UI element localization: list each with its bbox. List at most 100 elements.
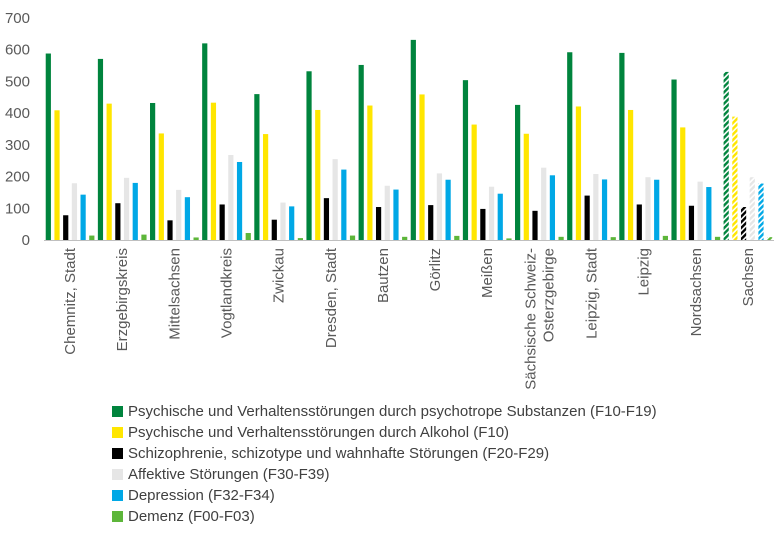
bar-meißen-series-6 [506,238,512,240]
bar-mittelsachsen-series-4 [176,189,182,240]
x-category-label: Nordsachsen [688,248,705,336]
bar-meißen-series-4 [488,186,495,240]
bar-sächsische-schweiz-osterzgebirge-series-4 [541,167,547,240]
bar-chemnitz-stadt-series-4 [71,183,78,240]
y-tick-label: 500 [5,73,30,90]
x-category-label: Dresden, Stadt [323,247,340,348]
legend-label: Schizophrenie, schizotype und wahnhafte … [128,445,550,462]
bar-leipzig-stadt-series-6 [610,237,616,240]
bar-nordsachsen-series-1 [671,79,677,240]
bar-chemnitz-stadt-series-3 [63,215,69,240]
y-tick-label: 300 [5,137,30,154]
bar-erzgebirgskreis-series-6 [141,234,147,240]
legend-label: Psychische und Verhaltensstörungen durch… [128,403,657,420]
y-tick-label: 600 [5,42,30,59]
y-axis-ticks: 0 100 200 300 400 500 600 700 [5,10,30,249]
bar-sächsische-schweiz-osterzgebirge-series-5 [549,175,556,240]
bar-leipzig-series-5 [654,179,660,240]
legend-item: Affektive Störungen (F30-F39) [112,464,657,485]
bar-sachsen-series-3 [740,207,747,240]
bar-vogtlandkreis-series-2 [210,102,217,241]
bar-erzgebirgskreis-series-5 [132,182,138,240]
bar-dresden-stadt-series-3 [323,198,330,240]
bar-vogtlandkreis-series-3 [219,204,225,240]
x-category-label: Vogtlandkreis [219,248,236,338]
bar-zwickau-series-2 [262,134,269,240]
bar-leipzig-stadt-series-4 [593,174,599,240]
bar-leipzig-series-3 [636,204,642,240]
bar-erzgebirgskreis-series-2 [106,103,112,240]
x-category-label: Sächsische Schweiz- [522,248,539,390]
bar-zwickau-series-5 [289,206,295,240]
bar-chemnitz-stadt-series-5 [80,194,86,240]
legend-swatch [112,448,123,459]
y-tick-label: 700 [5,10,30,27]
bar-nordsachsen-series-3 [688,205,695,240]
bar-sachsen-series-4 [749,177,755,240]
bar-sächsische-schweiz-osterzgebirge-series-1 [515,104,521,241]
bar-bautzen-series-1 [358,64,364,240]
bar-erzgebirgskreis-series-1 [97,58,104,240]
bar-görlitz-series-3 [428,205,434,240]
bar-zwickau-series-4 [280,202,286,240]
legend-swatch [112,427,123,438]
bar-leipzig-stadt-series-2 [575,106,582,240]
legend: Psychische und Verhaltensstörungen durch… [112,401,657,527]
bar-mittelsachsen-series-6 [193,237,199,240]
bar-meißen-series-2 [471,124,477,240]
bar-mittelsachsen-series-3 [167,220,173,240]
y-tick-label: 100 [5,200,30,217]
bar-sächsische-schweiz-osterzgebirge-series-2 [523,133,529,240]
bar-dresden-stadt-series-4 [332,159,338,240]
legend-swatch [112,406,123,417]
bar-nordsachsen-series-4 [697,181,703,240]
bar-meißen-series-1 [462,80,469,240]
bar-leipzig-stadt-series-3 [584,195,590,240]
bar-chemnitz-stadt-series-1 [45,53,51,240]
x-axis-labels: Chemnitz, Stadt Erzgebirgskreis Mittelsach… [62,247,757,390]
legend-item: Psychische und Verhaltensstörungen durch… [112,401,657,422]
bar-leipzig-series-6 [662,235,668,240]
bar-dresden-stadt-series-2 [315,109,321,240]
y-tick-label: 400 [5,105,30,122]
bar-nordsachsen-series-6 [714,236,721,240]
bar-zwickau-series-3 [271,219,277,240]
bar-mittelsachsen-series-1 [150,102,156,241]
bar-nordsachsen-series-2 [680,127,686,240]
bar-vogtlandkreis-series-4 [228,155,234,240]
bars [45,39,773,241]
bar-mittelsachsen-series-5 [184,197,191,240]
x-category-label: Görlitz [427,248,444,291]
bar-sächsische-schweiz-osterzgebirge-series-6 [558,236,564,240]
x-category-label: Leipzig, Stadt [584,247,601,339]
bar-zwickau-series-6 [297,238,303,240]
bar-erzgebirgskreis-series-4 [123,177,130,240]
y-tick-label: 0 [22,232,30,249]
bar-mittelsachsen-series-2 [158,133,164,240]
legend-swatch [112,511,123,522]
y-tick-label: 200 [5,169,30,186]
bar-bautzen-series-5 [393,189,399,240]
bar-leipzig-stadt-series-5 [601,179,608,240]
bar-vogtlandkreis-series-5 [236,161,243,240]
bar-leipzig-series-1 [619,52,625,240]
bar-görlitz-series-1 [410,39,416,240]
legend-swatch [112,490,123,501]
bar-sächsische-schweiz-osterzgebirge-series-3 [532,210,538,240]
bar-bautzen-series-4 [384,185,390,240]
bar-chemnitz-stadt-series-2 [54,110,60,240]
bar-dresden-stadt-series-6 [349,235,356,240]
legend-label: Demenz (F00-F03) [128,508,255,525]
x-category-label: Sachsen [740,248,757,306]
bar-leipzig-stadt-series-1 [567,52,573,240]
x-category-label: Erzgebirgskreis [114,248,131,351]
x-category-label: Mittelsachsen [166,248,183,340]
legend-swatch [112,469,123,480]
legend-label: Depression (F32-F34) [128,487,275,504]
legend-item: Psychische und Verhaltensstörungen durch… [112,422,657,443]
bar-vogtlandkreis-series-6 [245,233,251,240]
legend-item: Demenz (F00-F03) [112,506,657,527]
bar-dresden-stadt-series-5 [341,169,347,240]
bar-leipzig-series-4 [645,177,651,240]
bar-sachsen-series-6 [767,237,773,240]
